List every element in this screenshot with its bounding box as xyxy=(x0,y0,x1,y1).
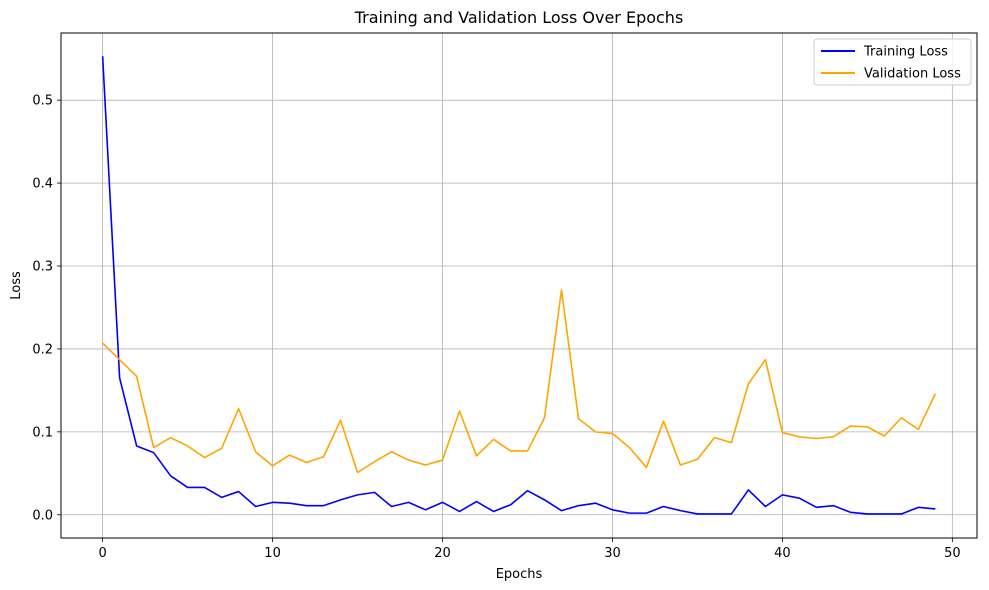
y-tick-label: 0.3 xyxy=(32,260,53,275)
y-axis-label: Loss xyxy=(9,271,24,300)
grid-lines xyxy=(61,33,977,538)
x-tick-label: 20 xyxy=(434,546,451,561)
x-tick-label: 10 xyxy=(264,546,281,561)
plot-frame xyxy=(60,32,978,539)
x-tick-label: 0 xyxy=(98,546,106,561)
y-tick-label: 0.4 xyxy=(32,177,53,192)
legend-label-validation-loss: Validation Loss xyxy=(864,67,961,82)
y-tick-label: 0.5 xyxy=(32,94,53,109)
series-line-training-loss xyxy=(101,56,936,515)
axis-ticks: 0 10 20 30 40 50 0.0 0.1 0.2 0.3 0.4 0.5 xyxy=(32,94,960,561)
legend-label-training-loss: Training Loss xyxy=(863,45,948,60)
y-tick-label: 0.2 xyxy=(32,342,53,357)
x-axis-label: Epochs xyxy=(496,567,543,582)
chart-title: Training and Validation Loss Over Epochs xyxy=(354,8,684,27)
y-tick-label: 0.1 xyxy=(32,425,53,440)
legend: Training Loss Validation Loss xyxy=(813,38,972,86)
x-tick-label: 40 xyxy=(774,546,791,561)
series-line-validation-loss xyxy=(102,289,937,474)
series-lines xyxy=(101,56,937,515)
x-tick-label: 30 xyxy=(604,546,621,561)
y-tick-label: 0.0 xyxy=(32,508,53,523)
x-tick-label: 50 xyxy=(944,546,961,561)
